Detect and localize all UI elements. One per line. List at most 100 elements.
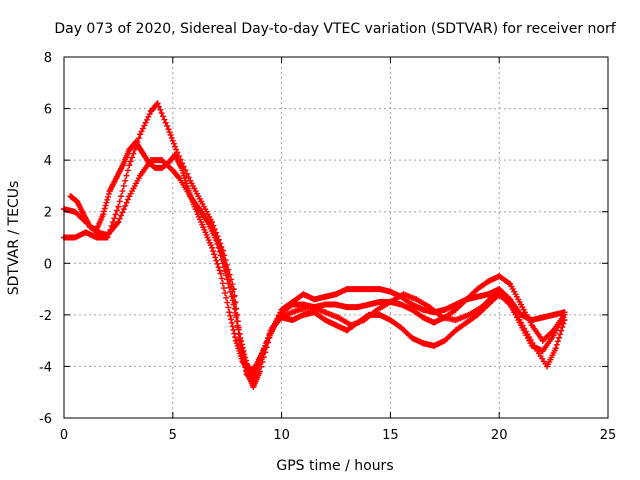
data-point [430,319,437,326]
data-point [496,273,503,280]
data-point [217,270,224,277]
data-point [474,293,481,300]
data-point [126,193,133,200]
data-point [426,304,433,311]
data-point [158,164,165,171]
data-point [113,175,120,182]
x-tick-label: 15 [382,428,399,443]
y-tick-label: 6 [44,103,52,118]
data-point [531,342,538,349]
data-point [409,306,416,313]
data-point [365,286,372,293]
data-point [100,211,107,218]
data-point [333,322,339,329]
data-point [169,167,176,174]
data-point [87,224,94,231]
data-point [452,306,459,313]
data-point [365,301,372,308]
x-tick-label: 20 [491,428,508,443]
data-point [485,291,492,298]
data-point [439,314,446,321]
x-tick-label: 10 [273,428,290,443]
y-tick-label: 0 [44,257,52,272]
data-point [561,311,568,318]
data-point [504,296,511,303]
series-track-4 [187,193,568,380]
data-point [311,296,318,303]
data-point [243,360,250,367]
data-point [550,332,557,339]
data-point [343,304,350,311]
data-point [420,306,427,313]
data-point [452,317,459,324]
data-point [185,185,192,192]
y-tick-label: -6 [39,412,52,427]
x-tick-label: 5 [169,428,177,443]
data-point [300,291,307,298]
data-point [309,304,316,311]
data-point [296,306,303,313]
data-point [256,355,263,362]
data-point [198,198,205,205]
data-point [361,317,368,324]
data-point [278,309,285,316]
data-point [119,162,126,169]
data-point [82,229,89,236]
data-point [148,108,155,115]
data-point [528,322,535,329]
data-point [154,100,161,107]
data-point [265,335,272,342]
data-point [137,131,144,138]
data-point [145,159,152,166]
data-point [376,286,383,293]
data-point [374,306,381,313]
data-point [126,162,133,169]
y-tick-label: 8 [44,51,52,66]
x-tick-label: 0 [60,428,68,443]
data-point [165,159,172,166]
data-point [376,311,383,318]
data-point [387,288,394,295]
data-point [171,151,178,158]
data-point [496,286,503,293]
data-point [222,268,229,275]
y-axis-label: SDTVAR / TECUs [6,181,22,296]
data-point [289,317,296,324]
data-point [71,234,78,241]
data-point [539,337,546,344]
data-point [226,309,233,316]
data-point [539,314,546,321]
x-tick-label: 25 [600,428,617,443]
data-point [213,237,220,244]
data-point [398,324,405,331]
data-point [322,317,329,324]
data-point [420,340,427,347]
data-point [544,363,551,370]
data-point [104,231,111,238]
data-point [126,146,133,153]
y-tick-label: -2 [39,309,52,324]
data-point [507,280,514,287]
data-point [430,342,437,349]
data-point [230,301,237,308]
data-point [274,317,281,324]
data-point [139,149,146,156]
data-point [250,378,257,385]
data-point [300,311,307,318]
data-point [463,296,470,303]
data-point [335,314,342,321]
data-point [561,317,568,324]
data-point [491,291,498,298]
chart-title: Day 073 of 2020, Sidereal Day-to-day VTE… [54,21,616,37]
data-point [517,319,524,326]
data-point [250,384,257,391]
data-point [71,208,78,215]
data-point [178,164,185,171]
data-point [463,319,470,326]
data-point [282,311,289,318]
data-point [354,286,361,293]
data-point [376,298,383,305]
data-point [441,337,448,344]
data-point [237,335,244,342]
